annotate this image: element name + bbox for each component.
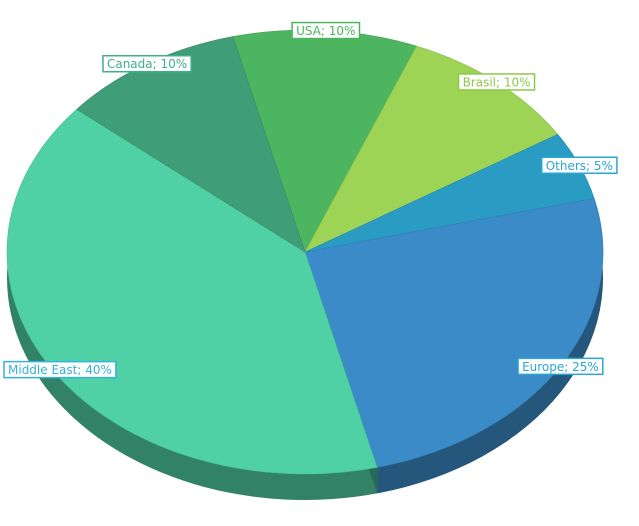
label-box	[102, 54, 192, 73]
data-label: Europe; 25%	[517, 357, 604, 376]
label-box	[540, 156, 618, 175]
data-label: Others; 5%	[540, 156, 618, 175]
data-label: USA; 10%	[291, 21, 361, 40]
label-text: Middle East; 40%	[8, 363, 112, 377]
label-text: Canada; 10%	[107, 57, 187, 71]
data-label: Middle East; 40%	[3, 360, 117, 379]
label-box	[517, 357, 604, 376]
label-text: USA; 10%	[296, 24, 355, 38]
slice-side	[377, 198, 603, 494]
label-box	[457, 73, 536, 91]
label-box	[291, 21, 361, 40]
label-text: Brasil; 10%	[463, 75, 531, 89]
label-text: Europe; 25%	[522, 360, 599, 374]
data-label: Canada; 10%	[102, 54, 192, 73]
label-box	[3, 360, 117, 379]
label-text: Others; 5%	[546, 159, 613, 173]
data-label: Brasil; 10%	[457, 73, 536, 91]
